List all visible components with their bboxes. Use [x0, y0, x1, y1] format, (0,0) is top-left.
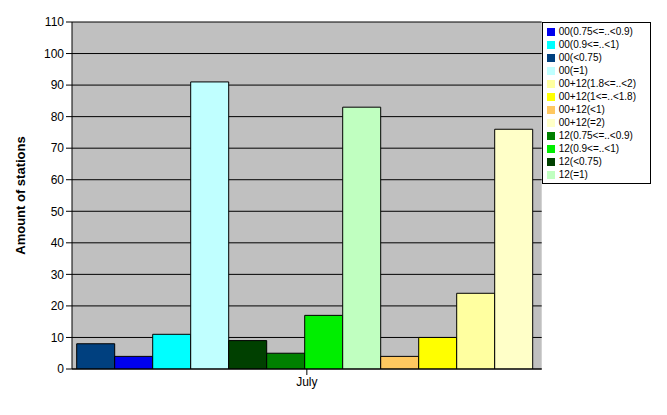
svg-text:70: 70: [51, 141, 65, 155]
svg-text:80: 80: [51, 110, 65, 124]
html-text:12(0.75<=..<0.9): 12(0.75<=..<0.9): [558, 130, 633, 141]
html-text:00(0.9<=..<1): 00(0.9<=..<1): [558, 39, 619, 50]
html-text:00(<0.75): 00(<0.75): [558, 52, 602, 63]
svg-text:110: 110: [45, 15, 64, 29]
html-text:12(<0.75): 12(<0.75): [558, 156, 602, 167]
html-text:00+12(1<=..<1.8): 00+12(1<=..<1.8): [558, 91, 636, 102]
svg-text:30: 30: [51, 268, 65, 282]
html-text:00(=1): 00(=1): [558, 65, 588, 76]
svg-text:40: 40: [51, 236, 65, 250]
svg-text:60: 60: [51, 173, 65, 187]
html-text:00+12(<1): 00+12(<1): [558, 104, 605, 115]
svg-text:50: 50: [51, 205, 65, 219]
html-text:00+12(1.8<=..<2): 00+12(1.8<=..<2): [558, 78, 636, 89]
html-text:00+12(=2): 00+12(=2): [558, 117, 605, 128]
svg-text:20: 20: [51, 299, 65, 313]
html-text:12(=1): 12(=1): [558, 169, 588, 180]
svg-text:100: 100: [44, 47, 64, 61]
html-text:12(0.9<=..<1): 12(0.9<=..<1): [558, 143, 619, 154]
svg-text:July: July: [296, 375, 317, 389]
svg-text:10: 10: [51, 331, 65, 345]
html-text:00(0.75<=..<0.9): 00(0.75<=..<0.9): [558, 26, 633, 37]
svg-text:90: 90: [51, 78, 65, 92]
svg-text:Amount of stations: Amount of stations: [13, 136, 28, 254]
svg-text:0: 0: [57, 362, 64, 376]
